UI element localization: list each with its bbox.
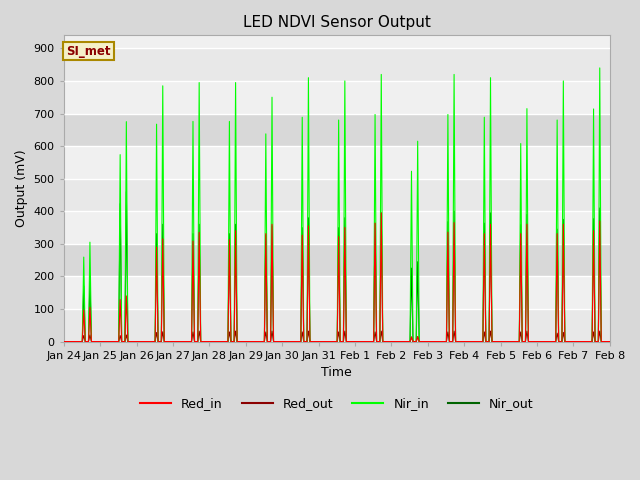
- Bar: [64, 48, 610, 81]
- Text: SI_met: SI_met: [67, 45, 111, 58]
- Legend: Red_in, Red_out, Nir_in, Nir_out: Red_in, Red_out, Nir_in, Nir_out: [135, 392, 539, 415]
- Y-axis label: Output (mV): Output (mV): [15, 150, 28, 227]
- Bar: [64, 309, 610, 342]
- Bar: [64, 244, 610, 276]
- Title: LED NDVI Sensor Output: LED NDVI Sensor Output: [243, 15, 431, 30]
- X-axis label: Time: Time: [321, 366, 352, 379]
- Bar: [64, 179, 610, 211]
- Bar: [64, 113, 610, 146]
